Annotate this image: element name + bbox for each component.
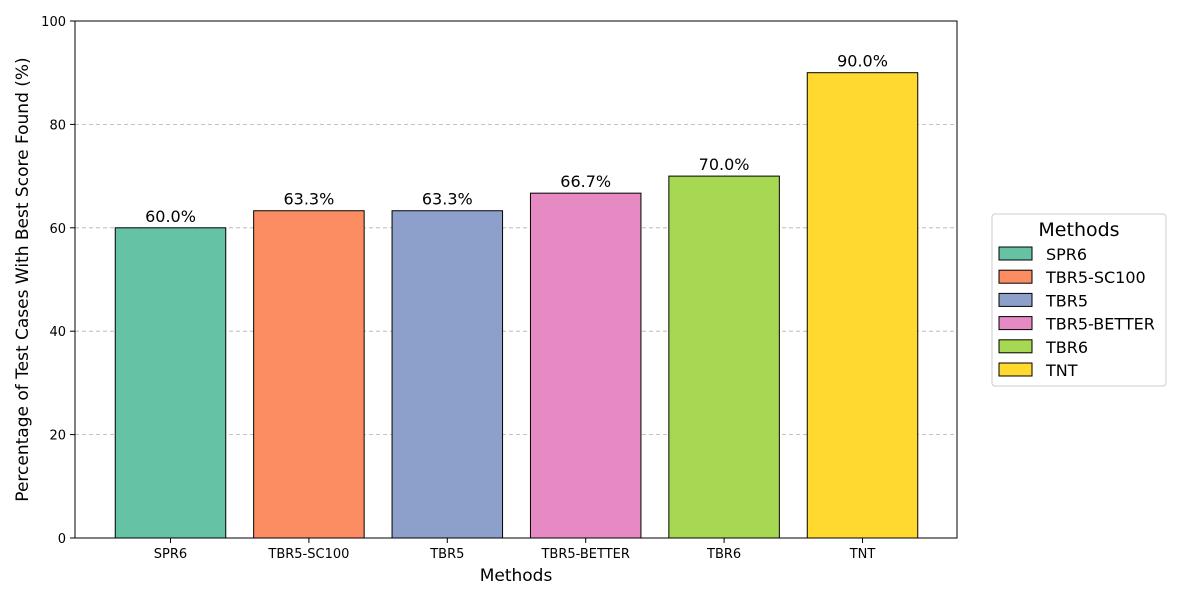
y-tick-label: 80 xyxy=(49,118,66,133)
legend-items: SPR6 TBR5-SC100 TBR5 TBR5-BETTER TBR6 TNT xyxy=(998,245,1155,380)
bar-tbr5-sc100 xyxy=(253,210,365,539)
y-tick-label: 20 xyxy=(49,429,66,444)
legend-swatch xyxy=(998,362,1033,377)
legend-label: SPR6 xyxy=(1046,245,1087,264)
data-label: 63.3% xyxy=(422,190,473,209)
legend-swatch xyxy=(998,269,1033,284)
legend: Methods SPR6 TBR5-SC100 TBR5 TBR5-BETTER TBR… xyxy=(991,213,1167,387)
bar-spr6 xyxy=(114,227,227,539)
legend-swatch xyxy=(998,246,1033,261)
data-label: 63.3% xyxy=(283,190,334,209)
bar-tbr6 xyxy=(668,175,780,539)
x-tick-label: TNT xyxy=(849,547,876,562)
legend-title: Methods xyxy=(1038,219,1119,241)
x-tick-label: SPR6 xyxy=(154,547,187,562)
legend-label: TBR5-BETTER xyxy=(1045,315,1155,334)
bars xyxy=(114,72,919,539)
x-tick-label: TBR5-SC100 xyxy=(267,547,349,562)
y-tick-label: 40 xyxy=(49,325,66,340)
x-tick-label: TBR5 xyxy=(429,547,464,562)
data-label: 60.0% xyxy=(145,207,196,226)
plot-frame xyxy=(74,20,958,539)
y-tick-label: 0 xyxy=(58,532,66,547)
legend-label: TNT xyxy=(1045,361,1078,380)
y-axis-title: Percentage of Test Cases With Best Score… xyxy=(13,57,33,501)
x-tick-label: TBR5-BETTER xyxy=(540,547,629,562)
bar-tnt xyxy=(806,72,919,539)
y-tick-label: 60 xyxy=(49,222,66,237)
bar-tbr5-better xyxy=(529,192,642,539)
data-label: 90.0% xyxy=(837,52,888,71)
data-labels: 60.0% 63.3% 63.3% 66.7% 70.0% 90.0% xyxy=(145,52,888,226)
x-axis-ticks: SPR6 TBR5-SC100 TBR5 TBR5-BETTER TBR6 TNT xyxy=(154,538,876,562)
x-tick-label: TBR6 xyxy=(706,547,741,562)
legend-swatch xyxy=(998,316,1033,331)
data-label: 70.0% xyxy=(699,155,750,174)
y-axis-ticks: 0 20 40 60 80 100 xyxy=(41,15,75,547)
x-axis-title: Methods xyxy=(480,566,553,586)
legend-label: TBR5-SC100 xyxy=(1045,268,1146,287)
legend-frame xyxy=(991,213,1167,387)
legend-swatch xyxy=(998,292,1033,307)
legend-label: TBR6 xyxy=(1045,338,1088,357)
y-tick-label: 100 xyxy=(41,15,66,30)
legend-swatch xyxy=(998,339,1033,354)
legend-label: TBR5 xyxy=(1045,291,1088,310)
bar-tbr5 xyxy=(391,210,504,539)
data-label: 66.7% xyxy=(560,172,611,191)
